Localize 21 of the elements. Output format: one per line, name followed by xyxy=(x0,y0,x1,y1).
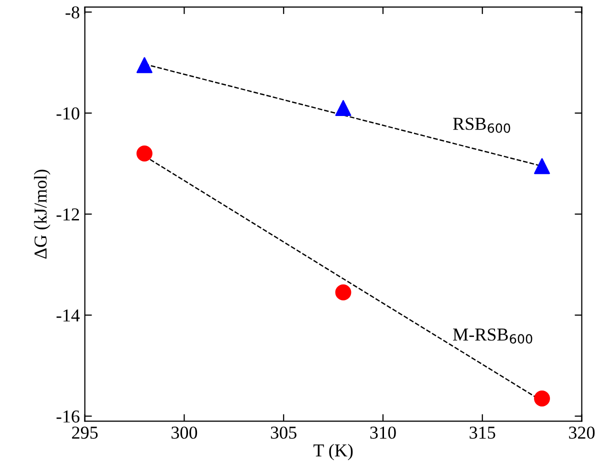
point xyxy=(534,158,550,174)
point xyxy=(136,146,152,162)
y-tick-label: -10 xyxy=(56,107,80,120)
x-tick-label: 320 xyxy=(569,426,595,439)
x-tick-label: 305 xyxy=(270,426,296,439)
x-tick-label: 315 xyxy=(470,426,496,439)
y-tick-label: -12 xyxy=(56,208,79,220)
y-axis-title: ΔG (kJ/mol) xyxy=(34,170,50,259)
y-tick-label: -16 xyxy=(56,410,80,423)
y-tick-label: -14 xyxy=(56,309,80,322)
point xyxy=(136,57,152,74)
point xyxy=(534,390,550,406)
text: RSB$_{600}$ xyxy=(453,118,510,133)
x-tick-label: 310 xyxy=(370,426,396,439)
y-tick-label: -8 xyxy=(66,6,80,19)
point xyxy=(335,100,352,116)
x-axis-title: T (K) xyxy=(313,444,353,460)
point xyxy=(335,284,352,300)
text: M-RSB$_{600}$ xyxy=(453,328,532,344)
x-tick-label: 300 xyxy=(172,426,198,439)
x-tick-label: 295 xyxy=(72,426,98,439)
